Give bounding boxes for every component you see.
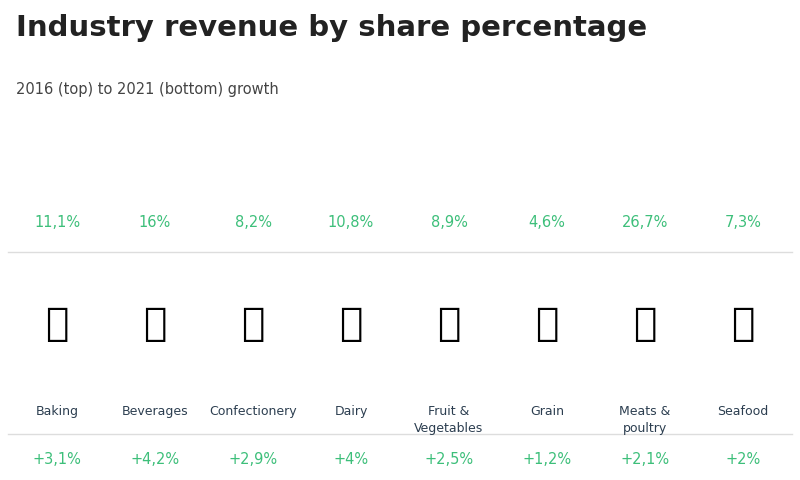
- Text: 26,7%: 26,7%: [622, 215, 668, 230]
- Text: +4,2%: +4,2%: [130, 452, 179, 467]
- Text: 4,6%: 4,6%: [529, 215, 566, 230]
- Text: Industry revenue by share percentage: Industry revenue by share percentage: [16, 14, 647, 42]
- Text: 🐟: 🐟: [731, 305, 754, 344]
- Text: +4%: +4%: [334, 452, 369, 467]
- Text: 🍅: 🍅: [438, 305, 461, 344]
- Text: 10,8%: 10,8%: [328, 215, 374, 230]
- Text: +2,5%: +2,5%: [425, 452, 474, 467]
- Text: 🍗: 🍗: [634, 305, 657, 344]
- Text: +2,1%: +2,1%: [621, 452, 670, 467]
- Text: 11,1%: 11,1%: [34, 215, 80, 230]
- Text: Meats &
poultry: Meats & poultry: [619, 405, 670, 435]
- Text: +1,2%: +1,2%: [522, 452, 571, 467]
- Text: Grain: Grain: [530, 405, 564, 418]
- Text: 8,9%: 8,9%: [430, 215, 467, 230]
- Text: Fruit &
Vegetables: Fruit & Vegetables: [414, 405, 484, 435]
- Text: Beverages: Beverages: [122, 405, 188, 418]
- Text: 🧀: 🧀: [339, 305, 362, 344]
- Text: 🍬: 🍬: [242, 305, 265, 344]
- Text: Dairy: Dairy: [334, 405, 368, 418]
- Text: 2016 (top) to 2021 (bottom) growth: 2016 (top) to 2021 (bottom) growth: [16, 82, 278, 96]
- Text: +2,9%: +2,9%: [229, 452, 278, 467]
- Text: 🥤: 🥤: [143, 305, 166, 344]
- Text: 🌾: 🌾: [535, 305, 558, 344]
- Text: 16%: 16%: [139, 215, 171, 230]
- Text: 7,3%: 7,3%: [725, 215, 762, 230]
- Text: Confectionery: Confectionery: [209, 405, 297, 418]
- Text: 8,2%: 8,2%: [234, 215, 271, 230]
- Text: 🥐: 🥐: [46, 305, 69, 344]
- Text: +2%: +2%: [726, 452, 761, 467]
- Text: Baking: Baking: [35, 405, 78, 418]
- Text: +3,1%: +3,1%: [33, 452, 82, 467]
- Text: Seafood: Seafood: [718, 405, 769, 418]
